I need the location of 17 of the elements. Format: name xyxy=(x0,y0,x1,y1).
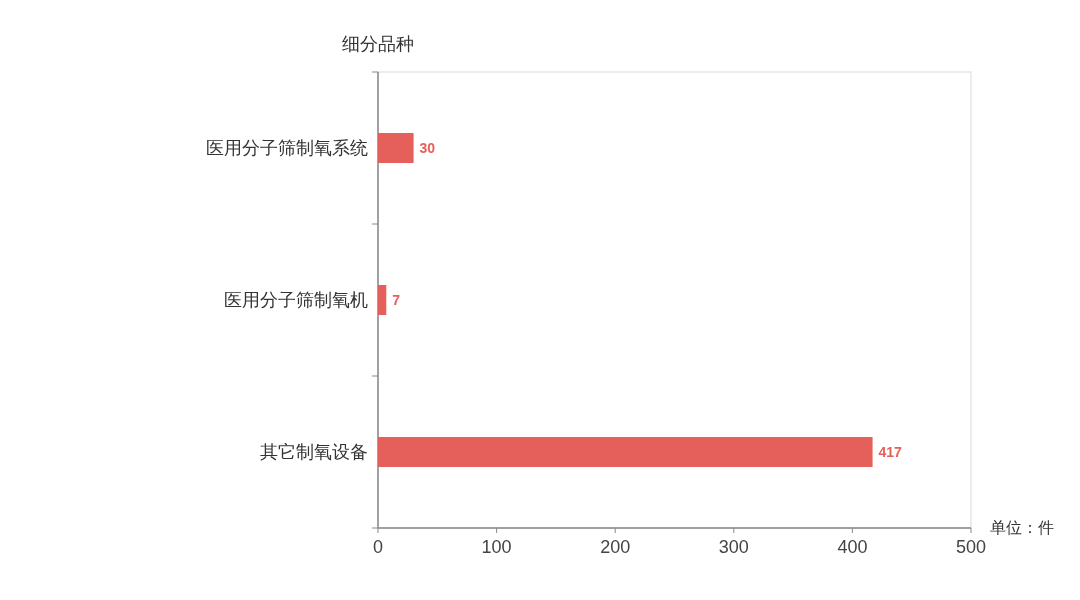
bar xyxy=(378,285,387,315)
bar xyxy=(378,437,873,467)
x-tick-label: 300 xyxy=(718,537,749,557)
x-tick-label: 400 xyxy=(837,537,868,557)
x-tick-label: 500 xyxy=(955,537,987,557)
bar xyxy=(378,133,414,163)
data-label: 7 xyxy=(392,292,401,308)
x-tick-label: 100 xyxy=(481,537,512,557)
y-axis-title: 细分品种 xyxy=(342,34,414,54)
y-tick-label: 其它制氧设备 xyxy=(260,442,368,462)
y-tick-label: 医用分子筛制氧机 xyxy=(224,290,368,310)
y-tick-label: 医用分子筛制氧系统 xyxy=(206,138,368,158)
x-tick-label: 200 xyxy=(600,537,631,557)
data-label: 417 xyxy=(878,444,903,460)
x-tick-label: 0 xyxy=(372,537,384,557)
data-label: 30 xyxy=(419,140,436,156)
x-axis-title: 单位：件 xyxy=(990,519,1054,536)
